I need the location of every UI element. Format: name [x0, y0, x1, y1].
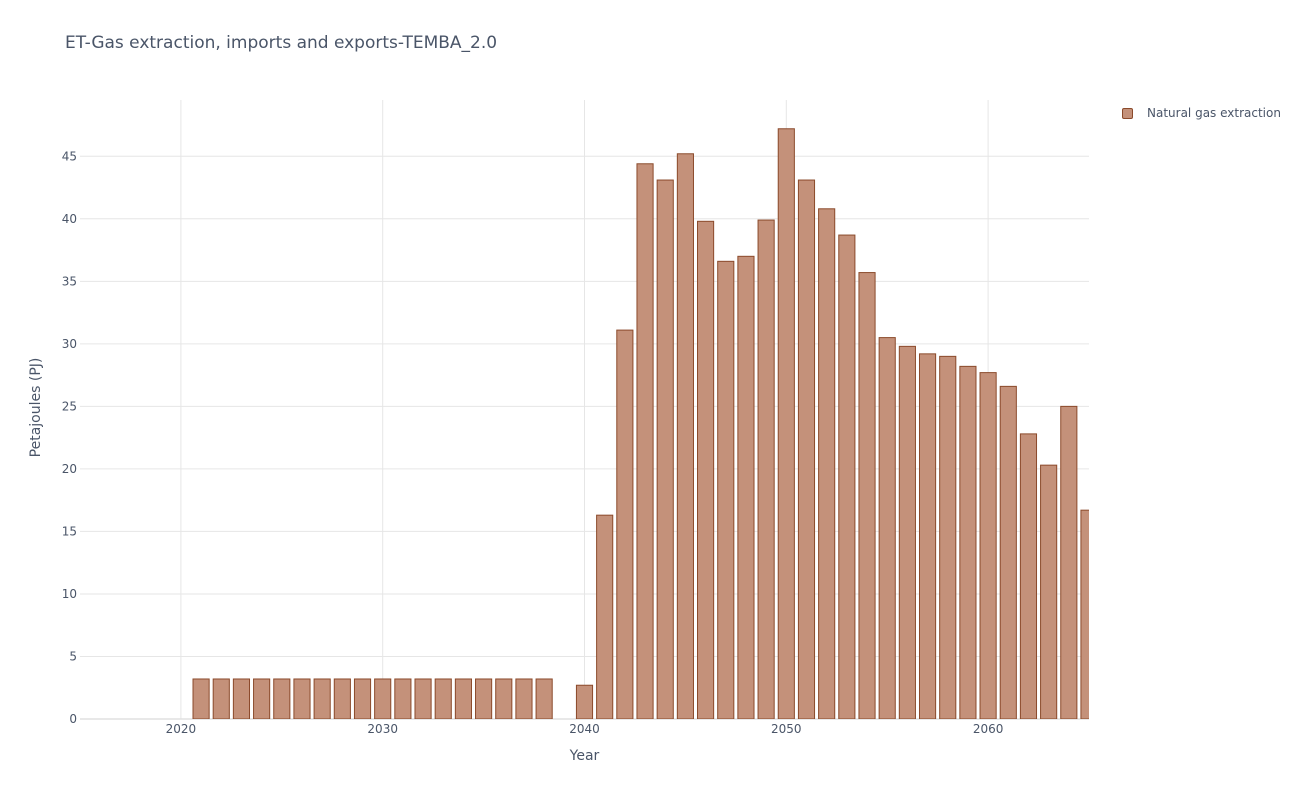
bar-2025[interactable]: [273, 678, 291, 719]
bar-2033[interactable]: [434, 678, 452, 719]
bar-2024[interactable]: [253, 678, 271, 719]
bars-layer: [192, 128, 1097, 719]
bar-2028[interactable]: [333, 678, 351, 719]
bar-2051[interactable]: [797, 179, 816, 719]
x-tick-label: 2040: [569, 722, 600, 736]
bar-2032[interactable]: [414, 678, 432, 719]
bar-2047[interactable]: [717, 260, 735, 719]
bar-2063[interactable]: [1040, 464, 1058, 719]
bar-2031[interactable]: [394, 678, 412, 719]
x-tick-label: 2030: [367, 722, 398, 736]
bar-2056[interactable]: [898, 345, 916, 719]
bar-2055[interactable]: [878, 337, 896, 719]
bar-2059[interactable]: [959, 365, 977, 719]
bar-2036[interactable]: [495, 678, 513, 719]
y-tick-label: 25: [62, 399, 77, 413]
bar-2046[interactable]: [697, 220, 715, 719]
bar-2057[interactable]: [918, 353, 937, 719]
y-axis-title: Petajoules (PJ): [28, 358, 44, 458]
bar-2026[interactable]: [293, 678, 311, 719]
y-tick-label: 0: [69, 712, 77, 726]
y-tick-label: 35: [62, 274, 77, 288]
bar-2052[interactable]: [818, 208, 836, 719]
legend-swatch-natural-gas-extraction: [1122, 107, 1133, 119]
x-tick-label: 2060: [973, 722, 1004, 736]
bar-2029[interactable]: [353, 678, 372, 719]
bar-2061[interactable]: [999, 385, 1017, 719]
bar-2044[interactable]: [656, 179, 674, 719]
x-axis-title: Year: [569, 748, 600, 764]
bar-2065[interactable]: [1080, 509, 1097, 719]
bar-2041[interactable]: [596, 514, 614, 719]
y-tick-label: 40: [62, 212, 77, 226]
grid-layer: [80, 100, 1089, 720]
bar-2035[interactable]: [475, 678, 493, 719]
y-tick-label: 15: [62, 524, 77, 538]
bar-2050[interactable]: [777, 128, 795, 719]
legend-label-natural-gas-extraction: Natural gas extraction: [1147, 106, 1281, 120]
bar-2043[interactable]: [636, 163, 654, 719]
bar-2040[interactable]: [575, 684, 594, 719]
bar-2062[interactable]: [1019, 433, 1038, 719]
y-tick-label: 30: [62, 337, 77, 351]
bar-2037[interactable]: [515, 678, 533, 719]
bar-2038[interactable]: [535, 678, 553, 719]
bar-2027[interactable]: [313, 678, 331, 719]
x-tick-label: 2020: [166, 722, 197, 736]
x-tick-label: 2050: [771, 722, 802, 736]
bar-2064[interactable]: [1060, 405, 1078, 719]
y-tick-label: 5: [69, 649, 77, 663]
y-tick-label: 10: [62, 587, 77, 601]
bar-2030[interactable]: [374, 678, 392, 719]
bar-2034[interactable]: [454, 678, 472, 719]
legend[interactable]: Natural gas extraction: [1122, 106, 1281, 120]
bar-2022[interactable]: [212, 678, 230, 719]
bar-2053[interactable]: [838, 234, 856, 719]
y-tick-label: 20: [62, 462, 77, 476]
bar-2054[interactable]: [858, 272, 876, 719]
bar-2042[interactable]: [616, 329, 634, 719]
chart-title: ET-Gas extraction, imports and exports-T…: [65, 33, 498, 53]
axis-layer: 0 5 10 15 20 25 30 35 40 45 2020 2030 2040 2050 2060: [62, 149, 1004, 736]
bar-2045[interactable]: [676, 153, 694, 719]
bar-2048[interactable]: [737, 255, 755, 719]
bar-2049[interactable]: [757, 219, 775, 719]
bar-2058[interactable]: [939, 355, 957, 719]
bar-2021[interactable]: [192, 678, 210, 719]
y-tick-label: 45: [62, 149, 77, 163]
bar-2060[interactable]: [979, 372, 997, 719]
bar-2023[interactable]: [232, 678, 251, 719]
